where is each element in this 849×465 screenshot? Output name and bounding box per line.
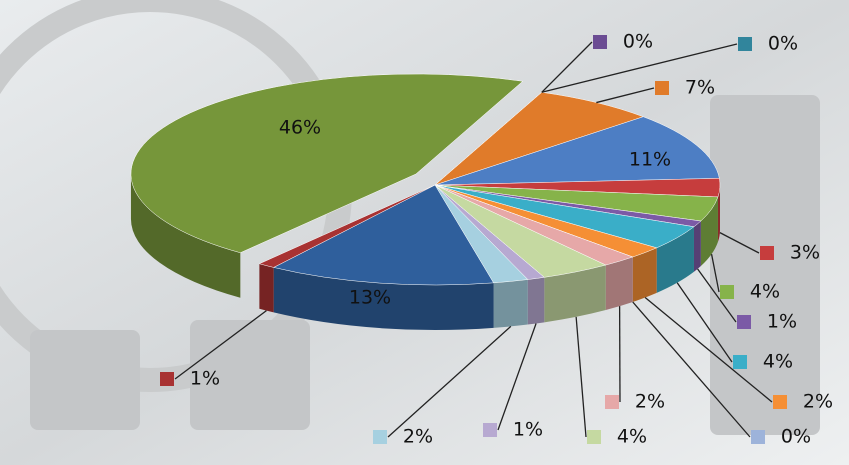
legend-marker: [593, 35, 607, 49]
page: {"chart_data": {"type": "pie3d", "values…: [0, 0, 849, 465]
legend-marker: [733, 355, 747, 369]
data-label: 4%: [763, 351, 793, 373]
data-label: 11%: [629, 149, 671, 171]
data-label: 2%: [403, 426, 433, 448]
slice-side: [494, 280, 528, 328]
slice-side: [528, 277, 545, 324]
data-label: 2%: [635, 391, 665, 413]
data-label: 0%: [768, 33, 798, 55]
legend-marker: [587, 430, 601, 444]
slice-side: [606, 257, 633, 310]
legend-marker: [483, 423, 497, 437]
data-label: 0%: [623, 31, 653, 53]
data-label: 7%: [685, 77, 715, 99]
data-label: 1%: [190, 368, 220, 390]
data-label: 2%: [803, 391, 833, 413]
data-label: 0%: [781, 426, 811, 448]
slice-side: [694, 221, 701, 272]
legend-marker: [605, 395, 619, 409]
legend-marker: [655, 81, 669, 95]
legend-marker: [160, 372, 174, 386]
legend-marker: [751, 430, 765, 444]
legend-marker: [720, 285, 734, 299]
data-label: 1%: [767, 311, 797, 333]
data-label: 13%: [349, 287, 391, 309]
legend-marker: [737, 315, 751, 329]
legend-marker: [738, 37, 752, 51]
data-label: 4%: [617, 426, 647, 448]
data-label: 1%: [513, 419, 543, 441]
legend-marker: [760, 246, 774, 260]
data-label: 4%: [750, 281, 780, 303]
slice-side: [259, 264, 273, 313]
data-label: 46%: [279, 117, 321, 139]
legend-marker: [773, 395, 787, 409]
legend-marker: [373, 430, 387, 444]
data-label: 3%: [790, 242, 820, 264]
chart: 0% 0% 7% 11% 3% 4% 1% 4% 2% 0% 2% 4% 1% 2% 13% 1% 46%: [0, 0, 849, 465]
